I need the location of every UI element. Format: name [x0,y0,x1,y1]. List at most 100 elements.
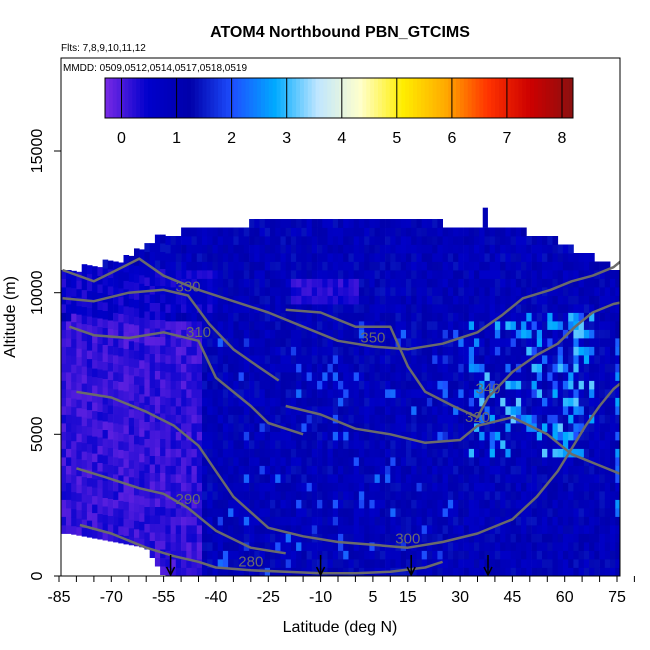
heatmap-cell [531,363,538,373]
colorbar-segment [241,78,246,118]
heatmap-cell [61,329,62,339]
heatmap-cell [238,406,245,415]
heatmap-cell [81,349,88,359]
heatmap-cell [453,278,459,288]
heatmap-cell [285,448,292,458]
heatmap-cell [191,457,198,466]
heatmap-cell [400,550,407,560]
heatmap-cell [647,313,650,322]
heatmap-cell [217,406,224,415]
heatmap-cell [411,516,417,526]
heatmap-cell [379,244,386,254]
tropopause-arrowhead [483,566,493,577]
heatmap-cell [557,567,564,576]
heatmap-cell [468,516,475,526]
heatmap-cell [81,264,88,274]
heatmap-cell [290,491,297,500]
heatmap-cell [107,345,114,355]
heatmap-cell [484,355,491,364]
heatmap-cell [589,533,595,543]
heatmap-cell [249,261,255,271]
heatmap-cell [160,396,166,405]
heatmap-cell [353,270,360,279]
heatmap-cell [181,440,187,449]
heatmap-cell [505,542,511,551]
colorbar-segment [128,78,133,118]
heatmap-cell [196,278,203,288]
heatmap-cell [181,253,187,262]
heatmap-cell [175,253,182,262]
heatmap-cell [165,508,171,517]
heatmap-cell [353,423,360,432]
heatmap-cell [594,550,600,560]
heatmap-cell [400,457,407,466]
heatmap-cell [332,270,339,279]
heatmap-cell [191,516,198,526]
heatmap-cell [61,372,67,381]
colorbar-segment [467,78,473,118]
heatmap-cell [107,337,114,346]
heatmap-cell [536,321,543,330]
heatmap-cell [505,236,511,245]
heatmap-cell [217,312,224,322]
heatmap-cell [432,363,438,373]
heatmap-cell [437,346,443,356]
heatmap-cell [97,530,103,540]
heatmap-cell [71,372,77,382]
heatmap-cell [170,567,177,576]
heatmap-cell [270,244,276,254]
heatmap-cell [61,363,62,373]
heatmap-cell [432,533,438,543]
heatmap-cell [385,508,391,517]
colorbar-segment [253,78,258,118]
heatmap-cell [604,295,611,305]
heatmap-cell [144,404,150,414]
heatmap-cell [505,270,511,279]
heatmap-cell [453,304,459,313]
heatmap-cell [400,261,407,271]
heatmap-cell [348,533,355,543]
heatmap-cell [479,397,485,407]
heatmap-cell [416,270,423,279]
heatmap-cell [170,457,177,466]
heatmap-cell [521,457,527,466]
heatmap-cell [484,338,491,347]
heatmap-cell [301,508,307,517]
heatmap-cell [254,287,260,296]
heatmap-cell [290,355,297,364]
heatmap-cell [92,274,98,284]
heatmap-cell [322,448,328,458]
heatmap-cell [317,380,323,390]
heatmap-cell [557,261,564,271]
heatmap-cell [249,499,255,509]
heatmap-cell [447,355,454,364]
heatmap-cell [358,414,365,424]
heatmap-cell [322,244,328,254]
heatmap-cell [134,426,140,436]
heatmap-cell [400,389,407,398]
colorbar-segment [300,78,305,118]
heatmap-cell [358,542,365,551]
heatmap-cell [123,272,130,281]
heatmap-cell [395,321,402,330]
heatmap-cell [447,448,454,458]
heatmap-cell [374,397,381,407]
tropopause-arrows [165,555,493,577]
heatmap-cell [589,397,595,407]
heatmap-cell [484,499,491,509]
heatmap-cell [589,550,595,560]
heatmap-cell [364,363,370,373]
heatmap-cell [489,542,496,551]
heatmap-cell [547,525,553,534]
heatmap-cell [542,372,548,381]
heatmap-cell [144,336,150,346]
heatmap-cell [526,380,532,390]
heatmap-cell [494,542,501,551]
heatmap-cell [296,423,302,432]
heatmap-cell [160,234,166,244]
heatmap-cell [647,466,650,475]
heatmap-cell [474,533,480,543]
heatmap-cell [468,389,475,398]
heatmap-cell [406,270,412,279]
heatmap-cell [118,390,124,399]
